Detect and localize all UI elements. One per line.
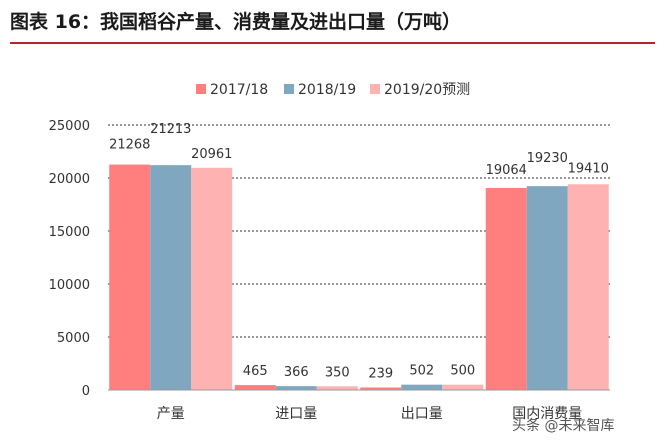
- bar: [360, 387, 402, 390]
- x-tick-label: 国内消费量: [512, 406, 582, 422]
- y-tick-label: 0: [82, 384, 90, 399]
- data-label: 500: [450, 364, 475, 379]
- y-tick-label: 5000: [57, 331, 90, 346]
- data-label: 20961: [191, 147, 232, 162]
- bar: [567, 184, 609, 390]
- data-label: 19410: [568, 161, 609, 176]
- bar: [526, 186, 568, 390]
- data-label: 21268: [109, 138, 150, 153]
- y-tick-label: 10000: [49, 278, 90, 293]
- x-tick-label: 进口量: [275, 406, 317, 422]
- bar: [485, 187, 527, 390]
- legend-swatch: [196, 84, 206, 94]
- legend-label: 2019/20预测: [384, 82, 470, 98]
- data-label: 19064: [486, 163, 527, 178]
- y-tick-label: 15000: [49, 225, 90, 240]
- bar: [316, 386, 358, 390]
- data-label: 502: [409, 364, 434, 379]
- data-label: 350: [325, 365, 350, 380]
- y-tick-label: 20000: [49, 172, 90, 187]
- y-tick-label: 25000: [49, 119, 90, 134]
- legend-swatch: [284, 84, 294, 94]
- x-axis: 产量 进口量 出口量 国内消费量: [108, 389, 610, 422]
- data-label: 19230: [527, 151, 568, 166]
- bar: [150, 165, 192, 390]
- data-label: 366: [284, 365, 309, 380]
- watermark: 头条 @未来智库: [512, 418, 615, 434]
- legend-label: 2018/19: [298, 82, 356, 98]
- chart-title: 图表 16：我国稻谷产量、消费量及进出口量（万吨）: [10, 4, 655, 44]
- x-tick-label: 产量: [157, 406, 185, 422]
- bar: [191, 167, 233, 390]
- bars: [109, 164, 609, 390]
- legend-label: 2017/18: [210, 82, 268, 98]
- legend-swatch: [370, 84, 380, 94]
- bar: [401, 384, 443, 390]
- data-label: 465: [243, 364, 268, 379]
- legend: 2017/18 2018/19 2019/20预测: [196, 82, 470, 98]
- bar: [275, 386, 317, 390]
- bar: [234, 385, 276, 390]
- data-label: 239: [368, 366, 393, 381]
- x-tick-label: 出口量: [401, 406, 443, 422]
- bar: [442, 384, 484, 390]
- bar: [109, 164, 151, 390]
- y-axis-labels: 0 5000 10000 15000 20000 25000: [49, 119, 90, 399]
- data-label: 21213: [150, 122, 191, 137]
